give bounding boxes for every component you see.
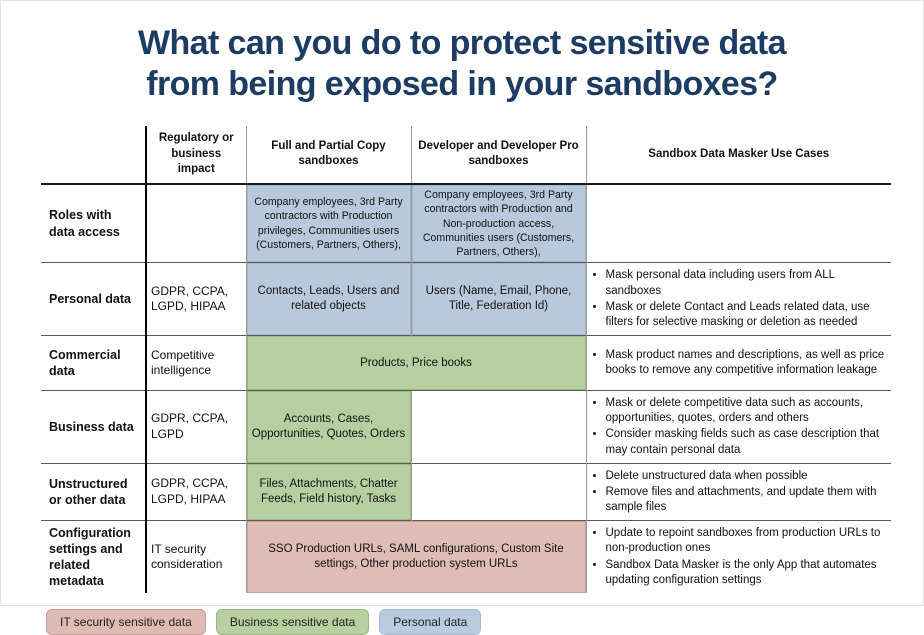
sensitive-data-matrix: Regulatory or business impact Full and P… [41,125,891,593]
legend-business-sensitive: Business sensitive data [215,609,370,635]
use-case-item: Mask or delete competitive data such as … [606,396,888,426]
use-case-item: Mask product names and descriptions, as … [606,348,888,378]
header-empty [41,125,146,185]
legend-it-security-sensitive: IT security sensitive data [46,609,206,635]
legend: IT security sensitive data Business sens… [46,609,923,635]
cell-commercial-use-cases: Mask product names and descriptions, as … [585,335,891,391]
row-roles: Roles with data access Company employees… [41,183,891,263]
cell-personal-developer: Users (Name, Email, Phone, Title, Federa… [410,262,586,336]
cell-configuration-regulatory: IT security consideration [145,520,246,593]
use-case-item: Sandbox Data Masker is the only App that… [606,558,888,588]
page-title-line2: from being exposed in your sandboxes? [146,65,778,104]
header-developer: Developer and Developer Pro sandboxes [410,125,586,185]
use-case-item: Mask personal data including users from … [606,268,888,298]
cell-business-developer [410,390,586,464]
row-configuration: Configuration settings and related metad… [41,520,891,593]
row-unstructured: Unstructured or other data GDPR, CCPA, L… [41,462,891,521]
cell-business-use-cases: Mask or delete competitive data such as … [585,390,891,464]
cell-unstructured-regulatory: GDPR, CCPA, LGPD, HIPAA [145,462,246,521]
legend-personal-data: Personal data [379,609,482,635]
header-use-cases: Sandbox Data Masker Use Cases [585,125,891,185]
cell-commercial-spanning: Products, Price books [245,335,586,391]
cell-business-regulatory: GDPR, CCPA, LGPD [145,390,246,464]
cell-roles-regulatory [145,183,246,263]
cell-configuration-spanning: SSO Production URLs, SAML configurations… [245,520,586,593]
row-commercial: Commercial data Competitive intelligence… [41,335,891,391]
cell-roles-developer: Company employees, 3rd Party contractors… [410,183,586,263]
cell-unstructured-full-partial: Files, Attachments, Chatter Feeds, Field… [245,462,411,521]
row-business: Business data GDPR, CCPA, LGPD Accounts,… [41,390,891,464]
header-full-partial: Full and Partial Copy sandboxes [245,125,411,185]
cell-unstructured-use-cases: Delete unstructured data when possible R… [585,462,891,521]
row-label-roles: Roles with data access [41,183,146,263]
use-case-item: Remove files and attachments, and update… [606,485,888,515]
infographic-page: What can you do to protect sensitive dat… [0,0,924,606]
cell-roles-full-partial: Company employees, 3rd Party contractors… [245,183,411,263]
header-row: Regulatory or business impact Full and P… [41,125,891,185]
cell-personal-full-partial: Contacts, Leads, Users and related objec… [245,262,411,336]
cell-configuration-use-cases: Update to repoint sandboxes from product… [585,520,891,593]
cell-commercial-regulatory: Competitive intelligence [145,335,246,391]
row-label-configuration: Configuration settings and related metad… [41,520,146,593]
use-case-item: Delete unstructured data when possible [606,469,888,484]
use-case-item: Consider masking fields such as case des… [606,427,888,457]
row-label-business: Business data [41,390,146,464]
cell-personal-use-cases: Mask personal data including users from … [585,262,891,336]
use-case-item: Update to repoint sandboxes from product… [606,526,888,556]
row-personal: Personal data GDPR, CCPA, LGPD, HIPAA Co… [41,262,891,336]
cell-roles-use-cases [585,183,891,263]
cell-unstructured-developer [410,462,586,521]
page-title-line1: What can you do to protect sensitive dat… [138,24,787,62]
header-regulatory: Regulatory or business impact [145,125,246,185]
row-label-personal: Personal data [41,262,146,336]
page-title: What can you do to protect sensitive dat… [31,23,893,106]
cell-business-full-partial: Accounts, Cases, Opportunities, Quotes, … [245,390,411,464]
use-case-item: Mask or delete Contact and Leads related… [606,300,888,330]
row-label-unstructured: Unstructured or other data [41,462,146,521]
row-label-commercial: Commercial data [41,335,146,391]
cell-personal-regulatory: GDPR, CCPA, LGPD, HIPAA [145,262,246,336]
